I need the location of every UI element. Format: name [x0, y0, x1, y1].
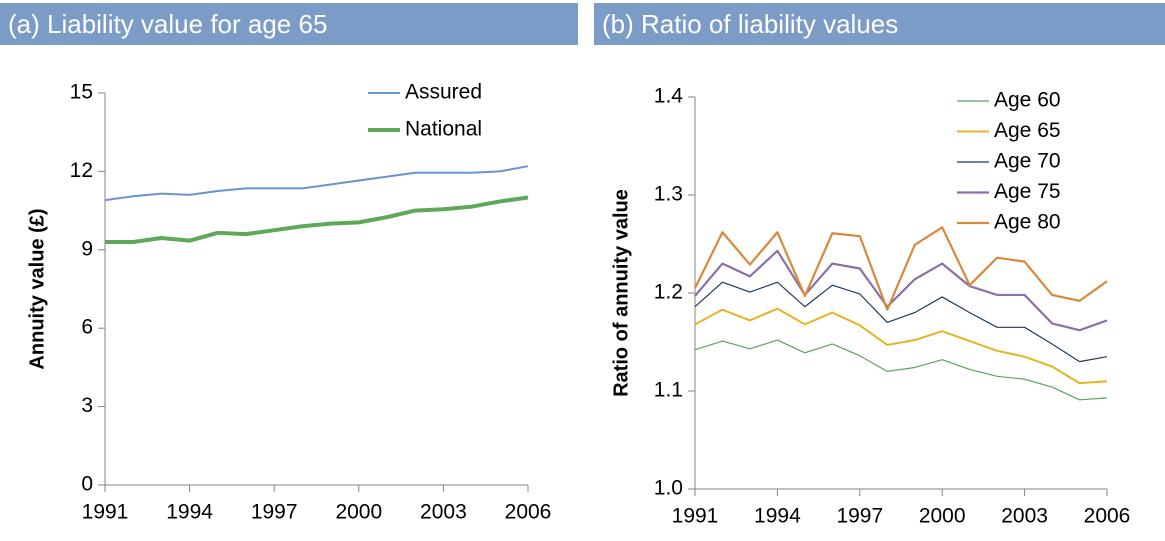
- y-tick-label: 1.2: [654, 281, 683, 304]
- header-bar: [594, 3, 1165, 45]
- y-axis-label: Annuity value (£): [26, 208, 48, 369]
- x-tick-label: 1994: [166, 501, 213, 524]
- y-tick-label: 1.3: [654, 183, 683, 206]
- x-tick-label: 2003: [1001, 505, 1048, 528]
- x-tick-label: 1997: [251, 501, 298, 524]
- legend-label: Assured: [405, 81, 482, 104]
- data-line: [694, 339, 1108, 401]
- x-tick-label: 2000: [335, 501, 382, 524]
- y-tick-label: 1.4: [654, 85, 684, 108]
- y-tick-label: 6: [81, 316, 93, 339]
- y-tick-label: 1.1: [654, 379, 683, 402]
- legend-label: National: [405, 118, 482, 141]
- x-tick-label: 2000: [919, 505, 966, 528]
- chart-title: (a) Liability value for age 65: [8, 9, 327, 39]
- legend-label: Age 80: [994, 211, 1061, 234]
- x-tick-label: 1991: [672, 505, 719, 528]
- legend-label: Age 60: [994, 89, 1061, 112]
- data-line: [105, 195, 529, 244]
- y-tick-label: 12: [70, 159, 93, 182]
- data-line: [694, 281, 1108, 363]
- y-tick-label: 0: [81, 473, 93, 496]
- y-tick-label: 9: [81, 237, 93, 260]
- x-tick-label: 2003: [420, 501, 467, 524]
- header-bar: [0, 3, 578, 45]
- data-line: [694, 249, 1108, 332]
- legend-label: Age 75: [994, 180, 1061, 203]
- x-tick-label: 1994: [754, 505, 801, 528]
- y-tick-label: 1.0: [654, 477, 683, 500]
- data-line: [104, 165, 529, 202]
- x-tick-label: 1991: [82, 501, 129, 524]
- x-tick-label: 2006: [1084, 505, 1131, 528]
- chart-title: (b) Ratio of liability values: [602, 9, 898, 39]
- y-axis-label: Ratio of annuity value: [610, 189, 632, 397]
- legend-label: Age 70: [994, 150, 1061, 173]
- y-tick-label: 15: [70, 81, 93, 104]
- data-line: [694, 307, 1108, 385]
- x-tick-label: 1997: [836, 505, 883, 528]
- x-tick-label: 2006: [505, 501, 552, 524]
- y-tick-label: 3: [81, 394, 93, 417]
- legend-label: Age 65: [994, 119, 1061, 142]
- data-line: [694, 226, 1108, 311]
